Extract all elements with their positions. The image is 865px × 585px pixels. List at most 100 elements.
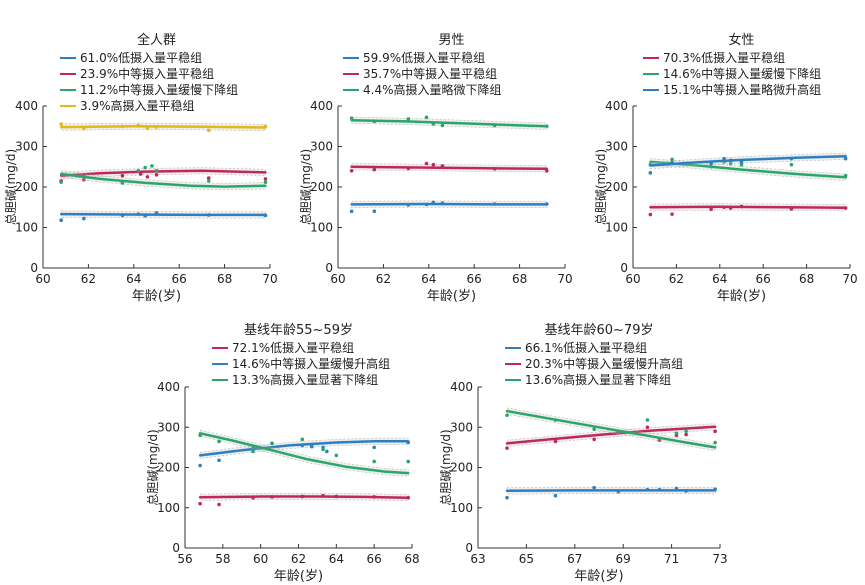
- data-point: [492, 202, 497, 206]
- x-tick-label: 65: [519, 552, 534, 566]
- data-point: [843, 156, 848, 161]
- data-point: [154, 125, 159, 129]
- data-point: [372, 167, 377, 172]
- data-point: [553, 493, 558, 498]
- data-point: [198, 433, 202, 438]
- y-axis-label: 总胆碱(mg/d): [439, 429, 453, 505]
- data-point: [82, 175, 86, 179]
- data-point: [120, 173, 125, 178]
- trend-line-series-3: [505, 409, 717, 449]
- legend-label: 13.6%高摄入量显著下降组: [525, 372, 671, 387]
- x-tick-label: 63: [470, 552, 485, 566]
- confidence-band: [61, 170, 266, 191]
- chart-panel-3: 女性 0 100 200 300 400 60 62 64 66 68 70 年龄(岁) 总胆碱(mg/d…: [594, 32, 858, 304]
- x-tick-label: 58: [215, 552, 230, 566]
- x-tick-label: 60: [625, 272, 640, 286]
- data-point: [657, 487, 662, 492]
- y-tick-label: 300: [605, 140, 628, 154]
- data-point: [670, 157, 674, 162]
- y-tick-label: 300: [157, 420, 180, 434]
- x-tick-label: 66: [172, 272, 187, 286]
- data-point: [120, 213, 125, 218]
- data-point: [713, 429, 717, 434]
- legend-label: 20.3%中等摄入量缓慢升高组: [525, 356, 683, 371]
- data-point: [713, 487, 717, 492]
- y-tick-label: 400: [605, 99, 628, 113]
- y-tick-label: 300: [450, 420, 473, 434]
- legend-label: 72.1%低摄入量平稳组: [232, 340, 354, 355]
- data-point: [739, 160, 744, 164]
- data-point: [143, 213, 147, 218]
- data-point: [505, 446, 509, 450]
- data-point: [406, 117, 411, 121]
- data-point: [545, 124, 549, 129]
- panel-title: 基线年龄60~79岁: [545, 323, 654, 338]
- trend-line-series-2: [350, 165, 549, 171]
- data-point: [270, 495, 274, 499]
- legend-label: 23.9%中等摄入量平稳组: [80, 66, 214, 81]
- data-point: [645, 418, 650, 422]
- data-point: [300, 443, 305, 448]
- data-point: [670, 160, 674, 165]
- data-point: [424, 202, 429, 207]
- x-tick-label: 70: [557, 272, 572, 286]
- data-point: [616, 429, 621, 434]
- x-tick-label: 68: [799, 272, 814, 286]
- y-tick-label: 400: [310, 99, 333, 113]
- x-axis-label: 年龄(岁): [717, 289, 766, 304]
- legend-label: 66.1%低摄入量平稳组: [525, 340, 647, 355]
- confidence-band: [199, 429, 409, 477]
- y-tick-label: 0: [465, 541, 473, 555]
- y-tick-label: 400: [157, 380, 180, 394]
- data-point: [431, 122, 436, 126]
- y-tick-label: 400: [15, 99, 38, 113]
- x-tick-label: 64: [329, 552, 344, 566]
- data-point: [713, 440, 717, 445]
- trend-line-series-3: [649, 154, 847, 167]
- data-point: [545, 202, 549, 206]
- panel-title: 女性: [728, 32, 754, 48]
- panel-title: 全人群: [137, 32, 176, 48]
- data-point: [206, 179, 211, 183]
- data-point: [431, 200, 436, 205]
- data-point: [309, 444, 314, 449]
- y-tick-label: 100: [15, 221, 38, 235]
- x-tick-label: 60: [330, 272, 345, 286]
- confidence-band: [199, 437, 409, 459]
- data-point: [300, 494, 305, 499]
- data-point: [372, 209, 377, 214]
- data-point: [59, 122, 63, 127]
- x-tick-label: 68: [404, 552, 419, 566]
- data-point: [372, 459, 376, 464]
- y-tick-label: 0: [620, 261, 628, 275]
- x-tick-label: 66: [467, 272, 482, 286]
- data-point: [334, 494, 339, 499]
- data-point: [739, 204, 744, 209]
- data-point: [136, 169, 141, 173]
- data-point: [206, 176, 211, 180]
- data-point: [592, 485, 596, 490]
- data-point: [709, 207, 713, 212]
- x-tick-label: 64: [421, 272, 436, 286]
- y-tick-label: 100: [310, 221, 333, 235]
- x-tick-label: 70: [262, 272, 277, 286]
- x-axis-label: 年龄(岁): [574, 569, 623, 584]
- data-point: [684, 432, 688, 437]
- data-point: [321, 447, 325, 452]
- legend-label: 3.9%高摄入量平稳组: [80, 98, 195, 113]
- trend-line-series-4: [59, 125, 267, 129]
- data-point: [789, 207, 794, 211]
- legend-label: 70.3%低摄入量平稳组: [663, 50, 785, 65]
- data-point: [431, 162, 436, 167]
- y-tick-label: 200: [15, 180, 38, 194]
- data-point: [154, 173, 159, 177]
- confidence-band: [650, 152, 846, 170]
- data-point: [843, 206, 848, 210]
- data-point: [349, 209, 354, 214]
- data-point: [217, 458, 221, 463]
- chart-panel-4: 基线年龄55~59岁 0 100 200 300 400 56 58 60 62 64 66 68 年龄(…: [146, 323, 420, 584]
- data-point: [154, 211, 159, 215]
- x-tick-label: 70: [842, 272, 857, 286]
- x-tick-label: 69: [616, 552, 631, 566]
- data-point: [674, 486, 679, 491]
